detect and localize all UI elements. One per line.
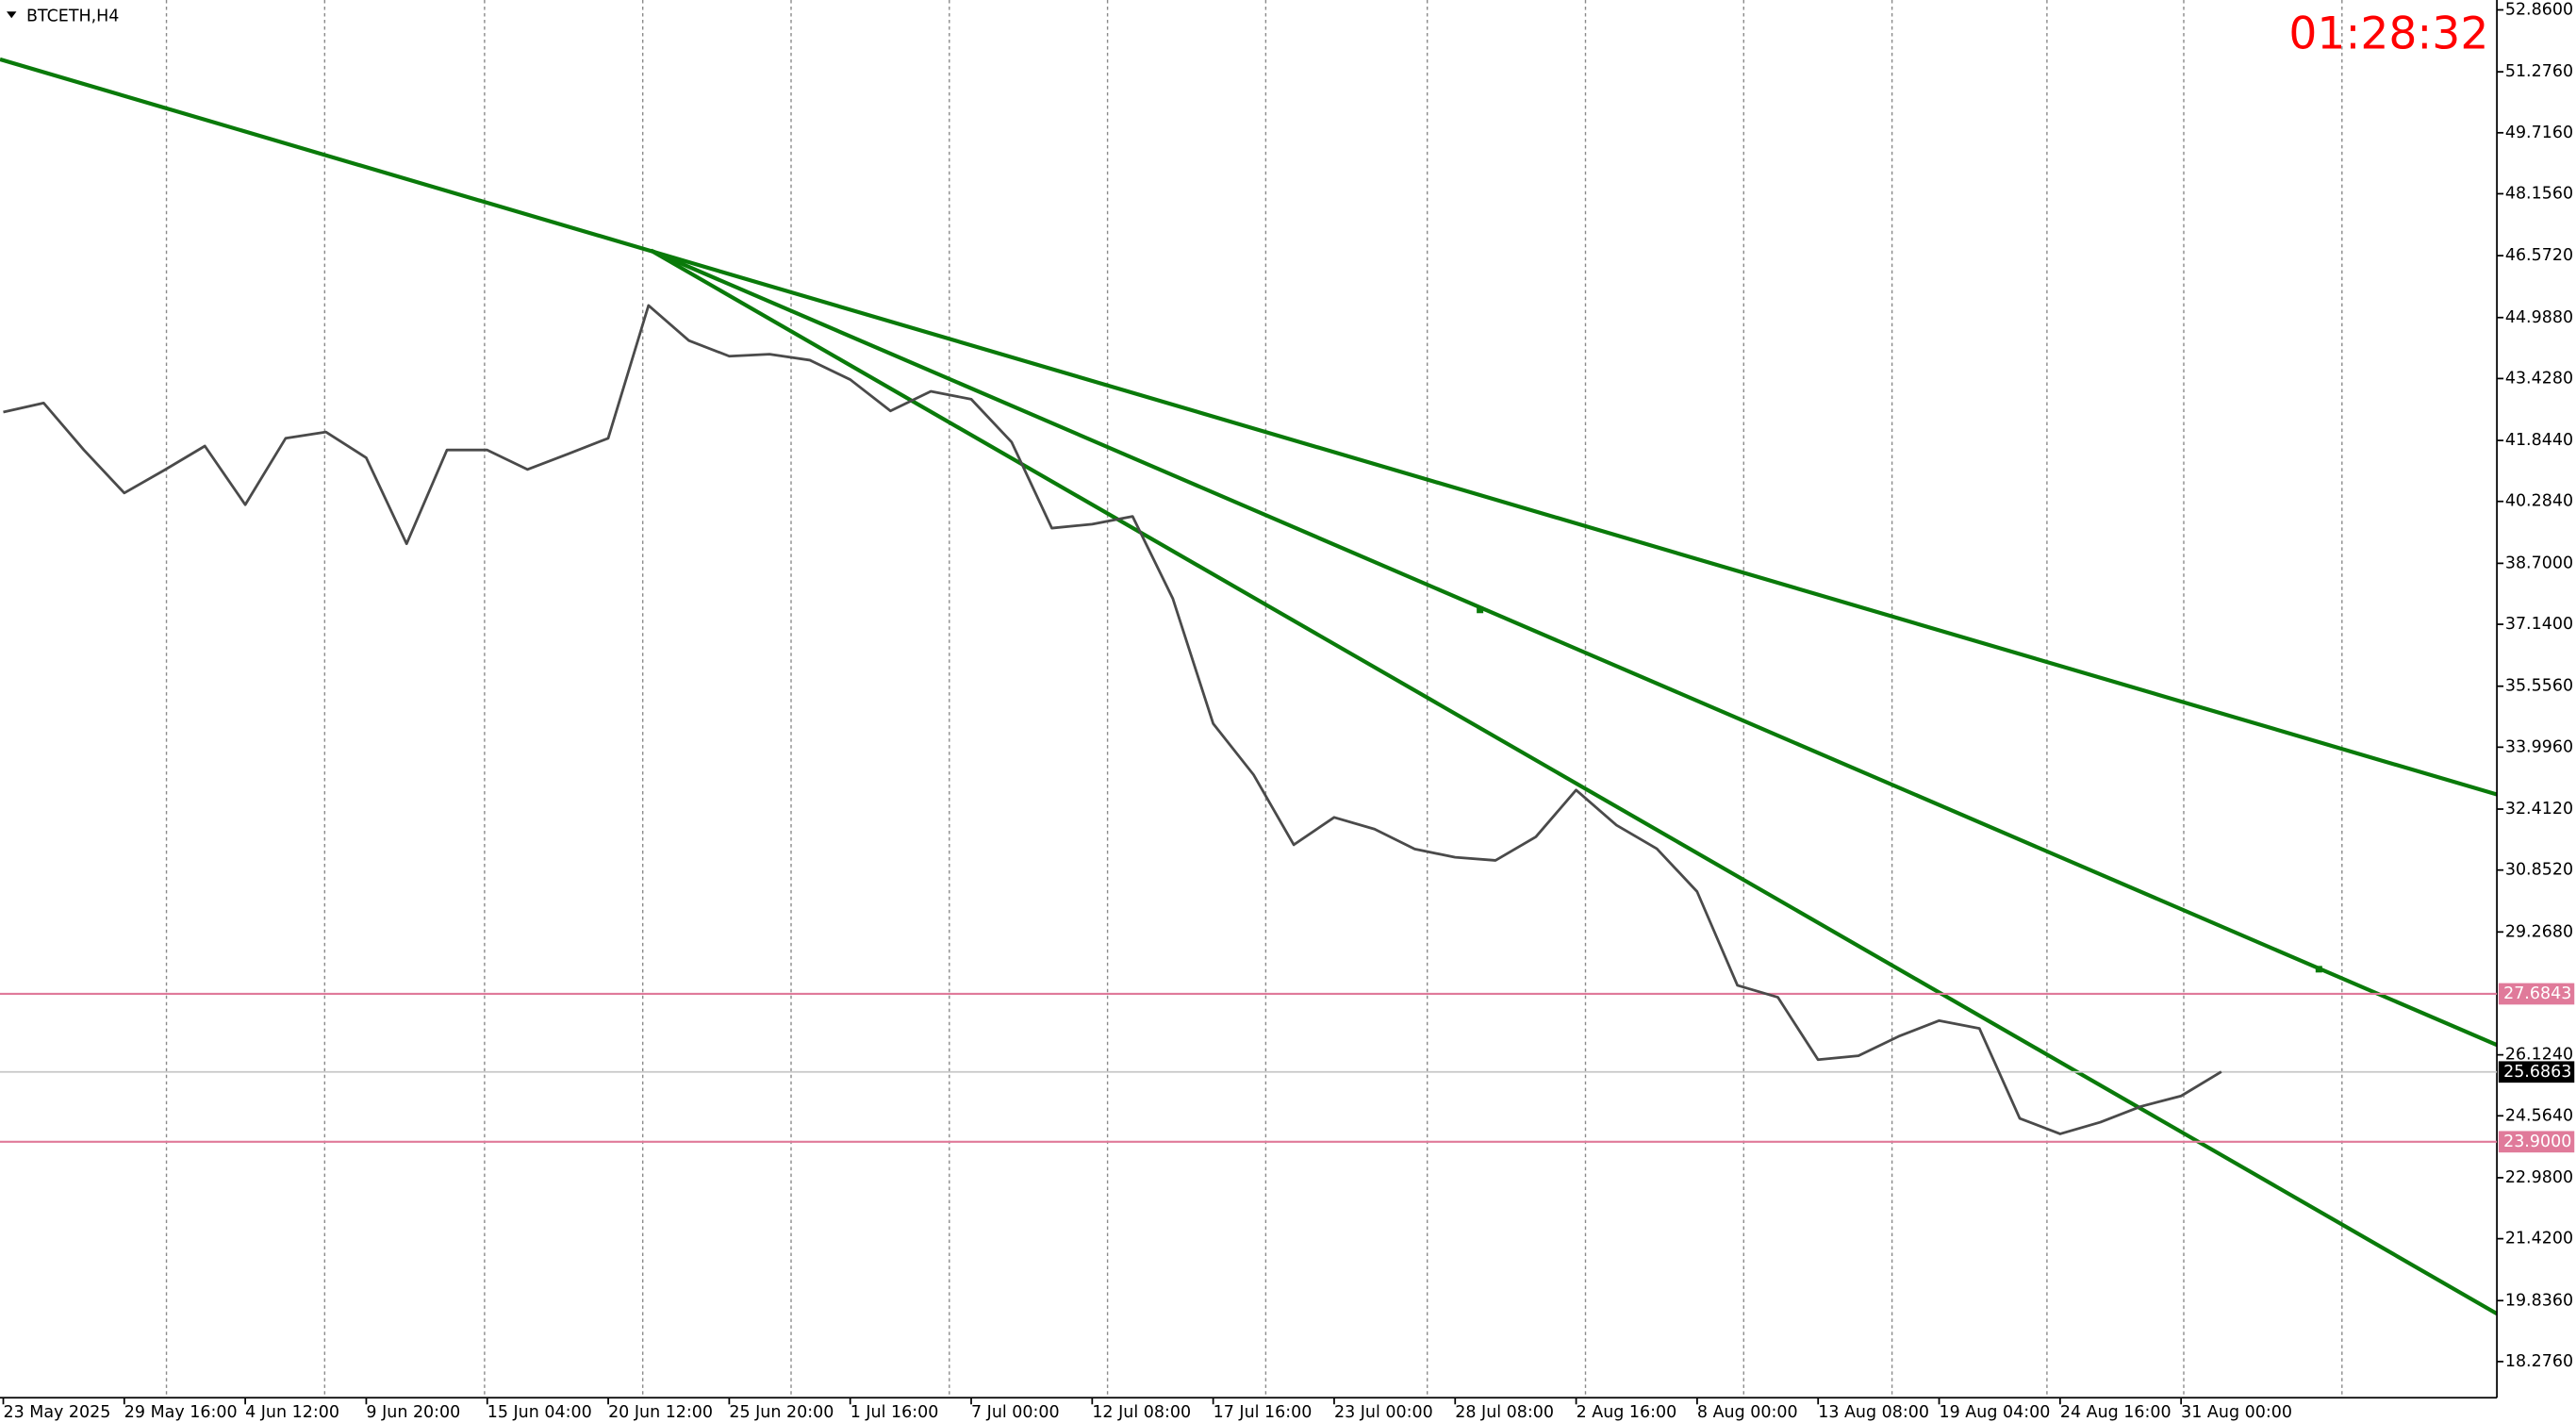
x-tick-label: 31 Aug 00:00 xyxy=(2181,1403,2292,1422)
x-tick-label: 9 Jun 20:00 xyxy=(366,1403,460,1422)
price-label: 27.6843 xyxy=(2503,984,2571,1003)
x-tick-label: 20 Jun 12:00 xyxy=(608,1403,713,1422)
price-label-box xyxy=(2498,1061,2575,1083)
trend-line xyxy=(650,248,2499,1315)
price-label-box xyxy=(2498,1131,2575,1153)
trend-lines xyxy=(0,57,2499,1315)
countdown-timer: 01:28:32 xyxy=(2288,8,2488,59)
symbol-title: BTCETH,H4 xyxy=(26,7,119,25)
x-tick-label: 29 May 16:00 xyxy=(124,1403,238,1422)
y-tick-label: 52.8600 xyxy=(2505,0,2573,19)
y-tick-label: 29.2680 xyxy=(2505,922,2573,941)
x-tick-label: 4 Jun 12:00 xyxy=(245,1403,339,1422)
y-tick-label: 24.5640 xyxy=(2505,1106,2573,1125)
trend-line xyxy=(0,57,2498,797)
x-tick-label: 23 May 2025 xyxy=(3,1403,110,1422)
time-grid xyxy=(165,0,2343,1398)
x-tick-label: 1 Jul 16:00 xyxy=(850,1403,939,1422)
price-label-box xyxy=(2498,983,2575,1005)
trend-line xyxy=(650,248,2498,1048)
y-tick-label: 40.2840 xyxy=(2505,492,2573,511)
price-label: 23.9000 xyxy=(2503,1133,2571,1151)
y-tick-label: 19.8360 xyxy=(2505,1291,2573,1310)
x-tick-label: 8 Aug 00:00 xyxy=(1697,1403,1798,1422)
y-tick-label: 49.7160 xyxy=(2505,124,2573,142)
trend-anchor xyxy=(1477,606,1484,614)
x-tick-label: 12 Jul 08:00 xyxy=(1092,1403,1191,1422)
x-tick-label: 19 Aug 04:00 xyxy=(1940,1403,2051,1422)
y-tick-label: 44.9880 xyxy=(2505,308,2573,327)
y-tick-label: 33.9960 xyxy=(2505,737,2573,756)
x-tick-label: 25 Jun 20:00 xyxy=(729,1403,834,1422)
y-tick-label: 22.9800 xyxy=(2505,1168,2573,1187)
x-tick-label: 23 Jul 00:00 xyxy=(1334,1403,1433,1422)
price-line xyxy=(3,304,2222,1135)
x-tick-label: 13 Aug 08:00 xyxy=(1818,1403,1929,1422)
y-tick-label: 51.2760 xyxy=(2505,62,2573,81)
y-tick-label: 48.1560 xyxy=(2505,184,2573,203)
x-tick-label: 28 Jul 08:00 xyxy=(1455,1403,1554,1422)
y-tick-label: 18.2760 xyxy=(2505,1352,2573,1371)
y-tick-label: 41.8440 xyxy=(2505,431,2573,450)
y-tick-label: 30.8520 xyxy=(2505,861,2573,880)
y-tick-label: 26.1240 xyxy=(2505,1046,2573,1065)
y-tick-label: 32.4120 xyxy=(2505,800,2573,818)
price-label: 25.6863 xyxy=(2503,1063,2571,1082)
y-tick-label: 35.5560 xyxy=(2505,677,2573,696)
x-tick-label: 2 Aug 16:00 xyxy=(1577,1403,1677,1422)
x-tick-label: 7 Jul 00:00 xyxy=(971,1403,1060,1422)
y-tick-label: 43.4280 xyxy=(2505,369,2573,388)
x-tick-label: 15 Jun 04:00 xyxy=(487,1403,592,1422)
y-tick-label: 46.5720 xyxy=(2505,246,2573,265)
x-tick-label: 24 Aug 16:00 xyxy=(2060,1403,2171,1422)
y-tick-label: 21.4200 xyxy=(2505,1230,2573,1248)
menu-arrow[interactable] xyxy=(6,11,17,19)
x-tick-label: 17 Jul 16:00 xyxy=(1214,1403,1313,1422)
y-tick-label: 37.1400 xyxy=(2505,615,2573,634)
trend-anchor xyxy=(2315,966,2322,973)
y-tick-label: 38.7000 xyxy=(2505,554,2573,572)
